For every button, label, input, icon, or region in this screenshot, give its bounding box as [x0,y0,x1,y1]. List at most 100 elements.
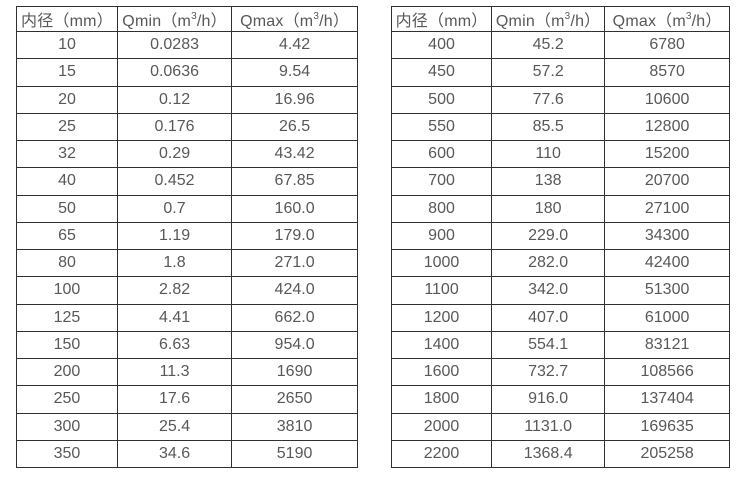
table-row: 2000 1131.0 169635 [390,412,730,441]
table-row: 32 0.29 43.42 [16,139,358,169]
flow-table-left: 内径（mm） Qmin（m3/h） Qmax（m3/h） 10 0.0283 4.42 15… [16,6,358,469]
cell-qmin: 6.63 [116,330,233,360]
cell-qmax: 9.54 [231,58,358,87]
cell-qmin: 77.6 [491,85,606,114]
cell-qmax: 27100 [604,194,730,223]
cell-diameter: 1100 [390,276,493,305]
cell-diameter: 250 [16,385,118,414]
table-row: 1600 732.7 108566 [390,357,730,387]
table-row: 10 0.0283 4.42 [16,30,358,60]
cell-qmin: 282.0 [491,248,606,278]
table-row: 550 85.5 12800 [390,112,730,142]
table-row: 20 0.12 16.96 [16,85,358,114]
cell-qmin: 1.8 [116,248,233,278]
table-row: 250 17.6 2650 [16,385,358,414]
header-label-suffix: /h） [570,13,601,30]
cell-qmax: 6780 [604,30,730,60]
cell-qmax: 12800 [604,112,730,142]
table-row: 300 25.4 3810 [16,412,358,441]
cell-qmin: 11.3 [116,357,233,387]
cell-qmax: 10600 [604,85,730,114]
header-label-suffix: /h） [319,13,350,30]
table-row: 800 180 27100 [390,194,730,223]
header-superscript: 3 [564,10,571,22]
header-label: 内径（mm） [21,13,113,30]
cell-diameter: 1400 [390,330,493,360]
cell-qmax: 424.0 [231,276,358,305]
cell-qmax: 3810 [231,412,358,441]
column-header-diameter: 内径（mm） [16,6,118,32]
cell-qmin: 1131.0 [491,412,606,441]
header-label: Qmin（m [495,13,565,30]
cell-qmax: 43.42 [231,139,358,169]
table-row: 50 0.7 160.0 [16,194,358,223]
cell-qmax: 16.96 [231,85,358,114]
header-row: 内径（mm） Qmin（m3/h） Qmax（m 3/h） [390,6,730,32]
table-row: 1800 916.0 137404 [390,385,730,414]
cell-diameter: 300 [16,412,118,441]
cell-diameter: 450 [390,58,493,87]
cell-diameter: 40 [16,167,118,196]
header-superscript: 3 [191,10,197,22]
cell-qmax: 2650 [231,385,358,414]
cell-qmin: 85.5 [491,112,606,142]
cell-qmax: 954.0 [231,330,358,360]
cell-qmax: 1690 [231,357,358,387]
cell-qmin: 1368.4 [491,439,606,469]
header-label-suffix: /h） [691,13,722,30]
header-label: Qmax（m [612,13,686,30]
cell-qmin: 1.19 [116,221,233,251]
column-header-qmin: Qmin（m3/h） [116,6,233,32]
cell-diameter: 900 [390,221,493,251]
cell-diameter: 700 [390,167,493,196]
header-row: 内径（mm） Qmin（m3/h） Qmax（m3/h） [16,6,358,32]
cell-qmin: 0.176 [116,112,233,142]
table-row: 200 11.3 1690 [16,357,358,387]
cell-qmax: 271.0 [231,248,358,278]
table-row: 150 6.63 954.0 [16,330,358,360]
table-row: 125 4.41 662.0 [16,303,358,332]
cell-qmin: 180 [491,194,606,223]
cell-qmax: 20700 [604,167,730,196]
column-header-qmin: Qmin（m3/h） [491,6,606,32]
header-superscript: 3 [313,10,320,22]
cell-qmin: 4.41 [116,303,233,332]
column-header-qmax: Qmax（m3/h） [231,6,358,32]
cell-qmax: 5190 [231,439,358,469]
cell-qmax: 160.0 [231,194,358,223]
cell-diameter: 200 [16,357,118,387]
cell-qmax: 34300 [604,221,730,251]
cell-qmax: 205258 [604,439,730,469]
table-row: 40 0.452 67.85 [16,167,358,196]
cell-diameter: 1200 [390,303,493,332]
cell-qmin: 732.7 [491,357,606,387]
cell-qmax: 179.0 [231,221,358,251]
table-row: 700 138 20700 [390,167,730,196]
cell-diameter: 20 [16,85,118,114]
cell-diameter: 100 [16,276,118,305]
cell-qmin: 17.6 [116,385,233,414]
table-row: 100 2.82 424.0 [16,276,358,305]
table-row: 1100 342.0 51300 [390,276,730,305]
cell-qmax: 4.42 [231,30,358,60]
cell-qmin: 342.0 [491,276,606,305]
cell-diameter: 550 [390,112,493,142]
table-row: 2200 1368.4 205258 [390,439,730,469]
cell-qmin: 57.2 [491,58,606,87]
cell-qmax: 662.0 [231,303,358,332]
cell-qmax: 15200 [604,139,730,169]
table-row: 1200 407.0 61000 [390,303,730,332]
table-row: 80 1.8 271.0 [16,248,358,278]
cell-qmin: 0.0283 [116,30,233,60]
cell-qmax: 51300 [604,276,730,305]
cell-diameter: 32 [16,139,118,169]
cell-qmin: 0.29 [116,139,233,169]
cell-qmax: 26.5 [231,112,358,142]
cell-qmin: 554.1 [491,330,606,360]
column-header-diameter: 内径（mm） [390,6,493,32]
table-row: 25 0.176 26.5 [16,112,358,142]
cell-diameter: 1800 [390,385,493,414]
table-row: 600 110 15200 [390,139,730,169]
cell-diameter: 65 [16,221,118,251]
